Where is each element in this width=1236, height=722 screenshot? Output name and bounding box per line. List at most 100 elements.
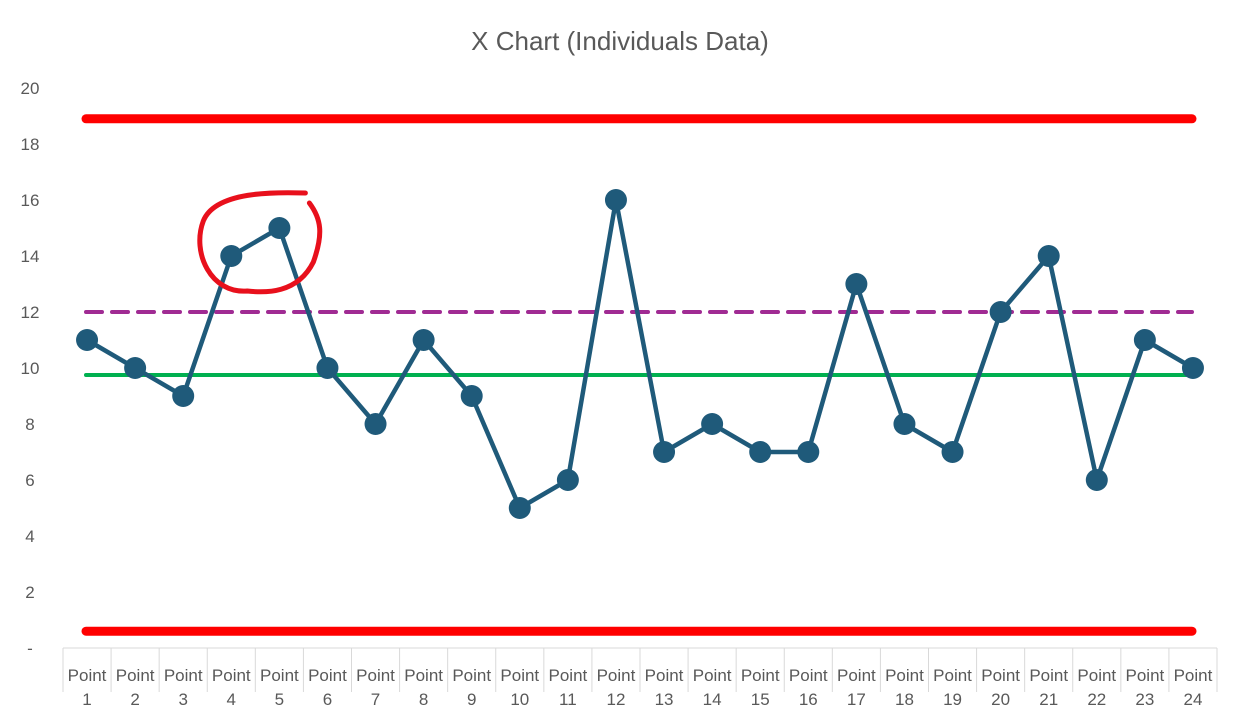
data-point bbox=[1085, 469, 1108, 491]
x-tick-label: Point 1 bbox=[68, 666, 107, 709]
x-tick-label: Point 21 bbox=[1029, 666, 1068, 709]
x-tick-label-line: 10 bbox=[510, 690, 529, 709]
x-tick-label-line: Point bbox=[693, 666, 732, 685]
y-tick-label: 20 bbox=[21, 79, 40, 98]
data-point bbox=[1181, 357, 1204, 379]
data-point bbox=[701, 413, 724, 435]
data-point bbox=[412, 329, 435, 351]
data-point bbox=[893, 413, 916, 435]
x-axis bbox=[62, 647, 1218, 692]
x-tick-label-line: Point bbox=[164, 666, 203, 685]
x-tick-label: Point 4 bbox=[212, 666, 251, 709]
x-tick-label: Point 6 bbox=[308, 666, 347, 709]
data-point bbox=[941, 441, 964, 463]
x-tick-label-line: Point bbox=[308, 666, 347, 685]
y-tick-label: 2 bbox=[25, 583, 34, 602]
data-point bbox=[172, 385, 195, 407]
x-tick-label-line: 1 bbox=[82, 690, 91, 709]
x-tick-label: Point 15 bbox=[741, 666, 780, 709]
series-line bbox=[85, 197, 1195, 511]
x-tick-label: Point 2 bbox=[116, 666, 155, 709]
x-tick-label-line: 18 bbox=[895, 690, 914, 709]
x-tick-label: Point 18 bbox=[885, 666, 924, 709]
x-tick-label-line: Point bbox=[1126, 666, 1165, 685]
y-tick-label: 16 bbox=[21, 191, 40, 210]
y-tick-label: 12 bbox=[21, 303, 40, 322]
series-points bbox=[76, 189, 1204, 519]
x-tick-label-line: 21 bbox=[1039, 690, 1058, 709]
x-tick-label-line: 11 bbox=[559, 690, 577, 709]
data-point bbox=[1037, 245, 1060, 267]
x-tick-label: Point 19 bbox=[933, 666, 972, 709]
data-point bbox=[220, 245, 243, 267]
x-tick-label-line: Point bbox=[933, 666, 972, 685]
y-tick-label: 4 bbox=[25, 527, 34, 546]
annotations bbox=[197, 190, 323, 295]
x-tick-label: Point 3 bbox=[164, 666, 203, 709]
x-tick-label-line: Point bbox=[1077, 666, 1116, 685]
x-tick-label-line: Point bbox=[500, 666, 539, 685]
x-tick-label-line: Point bbox=[549, 666, 588, 685]
x-tick-label: Point 17 bbox=[837, 666, 876, 709]
x-tick-label-line: 22 bbox=[1087, 690, 1106, 709]
highlight-circle-annotation bbox=[197, 190, 323, 295]
x-tick-label-line: 20 bbox=[991, 690, 1010, 709]
y-tick-label: - bbox=[27, 639, 33, 658]
data-point bbox=[653, 441, 676, 463]
x-tick-label-line: 5 bbox=[275, 690, 284, 709]
x-tick-label: Point 23 bbox=[1126, 666, 1165, 709]
x-tick-label: Point 9 bbox=[452, 666, 491, 709]
data-point bbox=[989, 301, 1012, 323]
x-tick-label-line: 7 bbox=[371, 690, 380, 709]
x-tick-label-line: Point bbox=[789, 666, 828, 685]
x-tick-label-line: 8 bbox=[419, 690, 428, 709]
y-tick-label: 18 bbox=[21, 135, 40, 154]
series-lines bbox=[85, 197, 1195, 511]
data-point bbox=[797, 441, 820, 463]
y-tick-label: 14 bbox=[21, 247, 40, 266]
x-tick-label-line: Point bbox=[741, 666, 780, 685]
x-tick-label-line: 15 bbox=[751, 690, 770, 709]
x-tick-label-line: Point bbox=[981, 666, 1020, 685]
x-tick-label-line: 23 bbox=[1135, 690, 1154, 709]
x-tick-label-line: 16 bbox=[799, 690, 818, 709]
x-tick-label-line: 24 bbox=[1183, 690, 1202, 709]
x-tick-label-line: Point bbox=[1029, 666, 1068, 685]
x-tick-label: Point 8 bbox=[404, 666, 443, 709]
x-tick-label-line: Point bbox=[1174, 666, 1213, 685]
x-tick-label: Point 24 bbox=[1174, 666, 1213, 709]
x-tick-label-line: Point bbox=[356, 666, 395, 685]
x-tick-label: Point 20 bbox=[981, 666, 1020, 709]
x-tick-label: Point 22 bbox=[1077, 666, 1116, 709]
data-point bbox=[364, 413, 387, 435]
x-tick-label-line: 2 bbox=[130, 690, 139, 709]
data-point bbox=[604, 189, 627, 211]
data-point bbox=[556, 469, 579, 491]
x-tick-label: Point 11 bbox=[549, 666, 588, 709]
x-tick-label-line: Point bbox=[645, 666, 684, 685]
x-tick-label-line: Point bbox=[837, 666, 876, 685]
x-tick-label-line: 3 bbox=[178, 690, 187, 709]
x-tick-label-line: Point bbox=[885, 666, 924, 685]
x-tick-label-line: 9 bbox=[467, 690, 476, 709]
data-point bbox=[124, 357, 147, 379]
x-tick-label-line: Point bbox=[212, 666, 251, 685]
x-tick-label-line: Point bbox=[597, 666, 636, 685]
data-point bbox=[76, 329, 99, 351]
x-tick-label: Point 14 bbox=[693, 666, 732, 709]
x-tick-label-line: Point bbox=[404, 666, 443, 685]
x-tick-label-line: Point bbox=[116, 666, 155, 685]
x-tick-label: Point 16 bbox=[789, 666, 828, 709]
x-tick-label-line: 12 bbox=[606, 690, 625, 709]
data-point bbox=[268, 217, 291, 239]
x-tick-label-line: 19 bbox=[943, 690, 962, 709]
control-limit-lines bbox=[81, 114, 1197, 636]
x-tick-label-line: Point bbox=[68, 666, 107, 685]
data-point bbox=[460, 385, 483, 407]
y-tick-label: 6 bbox=[25, 471, 34, 490]
x-tick-label-line: 4 bbox=[227, 690, 236, 709]
data-point bbox=[1133, 329, 1156, 351]
x-tick-label: Point 13 bbox=[645, 666, 684, 709]
x-tick-label-line: Point bbox=[452, 666, 491, 685]
